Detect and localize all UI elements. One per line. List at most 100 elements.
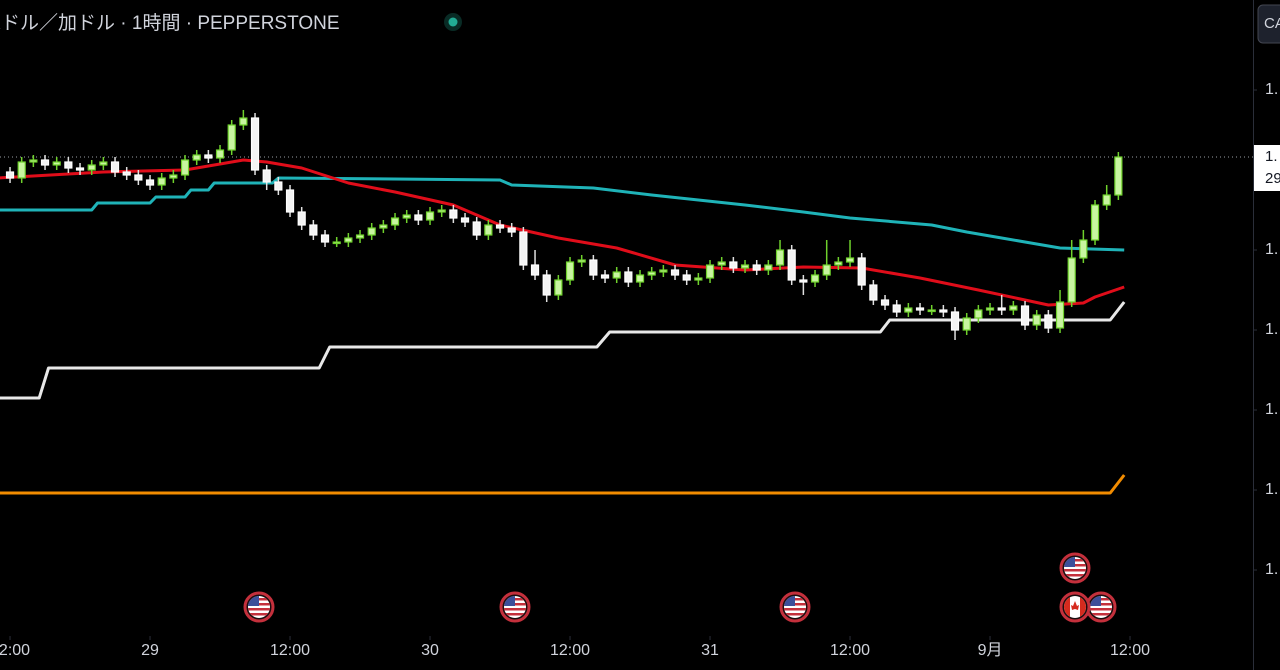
- candle-body: [962, 317, 971, 331]
- candle-body: [75, 167, 85, 171]
- candle-body: [810, 274, 820, 283]
- candle-body: [285, 189, 295, 213]
- candle-body: [624, 271, 633, 283]
- indicator-line: [0, 176, 1125, 252]
- candle-body: [414, 214, 423, 221]
- candle-body: [87, 164, 96, 171]
- candle-body: [764, 264, 773, 271]
- candle-body: [1102, 194, 1111, 206]
- candle-body: [262, 169, 271, 183]
- candle-body: [997, 307, 1006, 311]
- candle-body: [40, 159, 50, 166]
- candle-body: [729, 261, 738, 269]
- us-event[interactable]: [781, 593, 809, 621]
- candle-body: [1020, 305, 1030, 326]
- candle-body: [134, 174, 143, 181]
- candle-body: [600, 274, 610, 279]
- candle-body: [1090, 204, 1100, 241]
- candle-body: [554, 279, 563, 296]
- candle-body: [612, 271, 621, 279]
- chart-title: 米ドル／加ドル · 1時間 · PEPPERSTONE: [0, 12, 340, 34]
- candle-body: [192, 154, 201, 161]
- candle-body: [239, 117, 248, 126]
- candle-body: [344, 237, 353, 243]
- candle-body: [845, 257, 855, 263]
- ca-event[interactable]: [1061, 593, 1089, 621]
- candle-body: [565, 261, 575, 281]
- candle-body: [227, 124, 236, 151]
- candle-body: [484, 224, 493, 236]
- candle-body: [1055, 301, 1065, 329]
- candle-body: [834, 261, 843, 266]
- y-tick-label: 1.: [1265, 81, 1278, 98]
- candle-body: [1032, 314, 1041, 326]
- candle-body: [145, 179, 155, 186]
- candle-body: [799, 279, 808, 283]
- candle-body: [577, 259, 586, 263]
- price-tag-label: 29: [1265, 170, 1280, 187]
- candle-body: [367, 227, 376, 236]
- candle-body: [869, 284, 878, 301]
- toolbar-button[interactable]: [1257, 4, 1280, 44]
- candle-body: [507, 227, 516, 233]
- candle-body: [390, 217, 400, 226]
- candle-body: [437, 209, 446, 213]
- x-tick-label: 12:00: [1110, 642, 1150, 659]
- candle-body: [985, 307, 995, 311]
- candle-body: [64, 161, 73, 169]
- plot-area: [0, 110, 1253, 495]
- candle-body: [180, 159, 190, 176]
- candle-body: [530, 264, 540, 276]
- x-tick-label: 12:00: [0, 642, 30, 659]
- candle-body: [425, 211, 435, 221]
- candle-body: [659, 269, 668, 273]
- candle-body: [379, 224, 388, 229]
- y-tick-label: 1.: [1265, 241, 1278, 258]
- candle-body: [939, 309, 948, 313]
- candle-body: [99, 161, 108, 166]
- candle-body: [775, 249, 785, 266]
- candle-body: [519, 231, 528, 266]
- toolbar-button-label[interactable]: CA: [1264, 15, 1280, 32]
- candle-body: [215, 149, 225, 159]
- us-event[interactable]: [1061, 554, 1089, 582]
- candle-body: [52, 161, 61, 166]
- candle-body: [589, 259, 598, 276]
- x-tick-label: 30: [421, 642, 439, 659]
- us-event[interactable]: [1087, 593, 1115, 621]
- candle-body: [904, 307, 913, 313]
- candle-body: [950, 311, 960, 331]
- us-event[interactable]: [501, 593, 529, 621]
- candle-body: [670, 269, 680, 276]
- x-tick-label: 12:00: [550, 642, 590, 659]
- candle-body: [1067, 257, 1076, 303]
- price-tag-label: 1.: [1265, 148, 1278, 165]
- y-tick-label: 1.: [1265, 561, 1278, 578]
- candle-body: [449, 209, 458, 219]
- market-status-dot: [448, 17, 458, 27]
- candle-body: [495, 224, 505, 229]
- price-tag: [1254, 145, 1280, 191]
- candle-body: [822, 264, 831, 276]
- candle-body: [250, 117, 260, 171]
- candle-body: [5, 171, 15, 179]
- candle-body: [705, 264, 715, 279]
- candle-body: [309, 224, 318, 236]
- candle-body: [29, 159, 38, 163]
- x-tick-label: 29: [141, 642, 159, 659]
- candle-body: [635, 274, 645, 283]
- button[interactable]: CA: [1257, 4, 1280, 44]
- candle-body: [332, 241, 341, 245]
- x-tick-label: 31: [701, 642, 719, 659]
- us-event[interactable]: [245, 593, 273, 621]
- candle-body: [1009, 305, 1018, 311]
- candle-body: [880, 299, 890, 306]
- candle-body: [460, 217, 470, 223]
- x-tick-label: 12:00: [270, 642, 310, 659]
- candle-body: [320, 234, 330, 243]
- candle-body: [402, 214, 411, 219]
- candle-body: [1114, 156, 1123, 196]
- candle-body: [169, 174, 178, 179]
- candle-body: [752, 264, 761, 271]
